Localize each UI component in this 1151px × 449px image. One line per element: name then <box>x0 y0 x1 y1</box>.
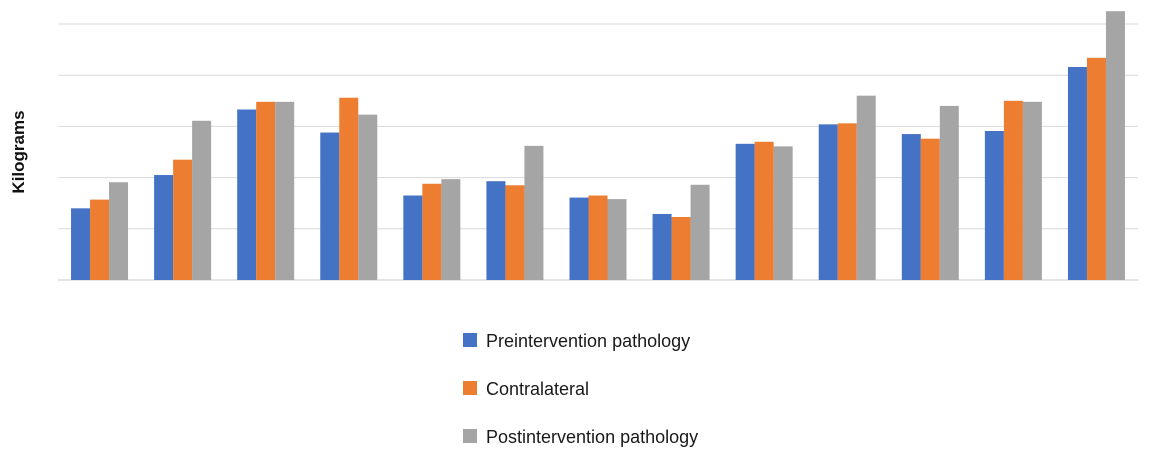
bar-1-7 <box>569 197 589 280</box>
bar-2-13 <box>1086 57 1106 281</box>
bar-2-12 <box>1003 100 1023 280</box>
bar-3-2 <box>192 120 212 280</box>
legend-swatch-1 <box>463 333 477 347</box>
bar-3-13 <box>1105 11 1125 280</box>
bar-2-4 <box>339 97 359 280</box>
bar-3-10 <box>856 95 876 281</box>
bar-2-2 <box>173 159 193 280</box>
bar-1-10 <box>818 124 838 281</box>
bar-2-8 <box>671 217 691 280</box>
bar-1-2 <box>154 175 174 280</box>
bar-3-7 <box>607 199 627 280</box>
legend-label-1: Preintervention pathology <box>486 331 690 351</box>
bar-3-3 <box>275 101 295 280</box>
bar-2-1 <box>90 199 110 280</box>
bar-2-3 <box>256 101 276 280</box>
bar-3-1 <box>109 182 129 280</box>
bar-3-9 <box>773 146 793 280</box>
legend-swatch-3 <box>463 429 477 443</box>
legend-swatch-2 <box>463 381 477 395</box>
bar-1-13 <box>1067 67 1087 281</box>
legend-label-3: Postintervention pathology <box>486 427 698 447</box>
bar-1-9 <box>735 143 755 280</box>
bar-1-1 <box>71 208 91 280</box>
bar-3-11 <box>939 105 959 280</box>
bar-1-11 <box>901 134 921 280</box>
bar-1-3 <box>237 109 257 280</box>
y-axis-label: Kilograms <box>9 110 28 193</box>
bar-1-8 <box>652 213 672 280</box>
bar-2-7 <box>588 195 608 280</box>
bar-1-6 <box>486 181 506 280</box>
bar-2-6 <box>505 185 525 280</box>
bar-2-10 <box>837 123 857 280</box>
bar-2-5 <box>422 183 442 280</box>
bar-1-12 <box>984 131 1004 280</box>
bar-3-6 <box>524 145 544 280</box>
bars <box>71 11 1125 281</box>
legend: Preintervention pathology Contralateral Po… <box>463 331 698 447</box>
bar-3-8 <box>690 184 710 280</box>
bar-2-11 <box>920 138 940 280</box>
bar-1-5 <box>403 195 423 280</box>
bar-2-9 <box>754 141 774 280</box>
bar-3-4 <box>358 114 378 281</box>
legend-label-2: Contralateral <box>486 379 589 399</box>
bar-3-5 <box>441 179 461 280</box>
bar-1-4 <box>320 132 340 280</box>
bar-3-12 <box>1022 101 1042 280</box>
